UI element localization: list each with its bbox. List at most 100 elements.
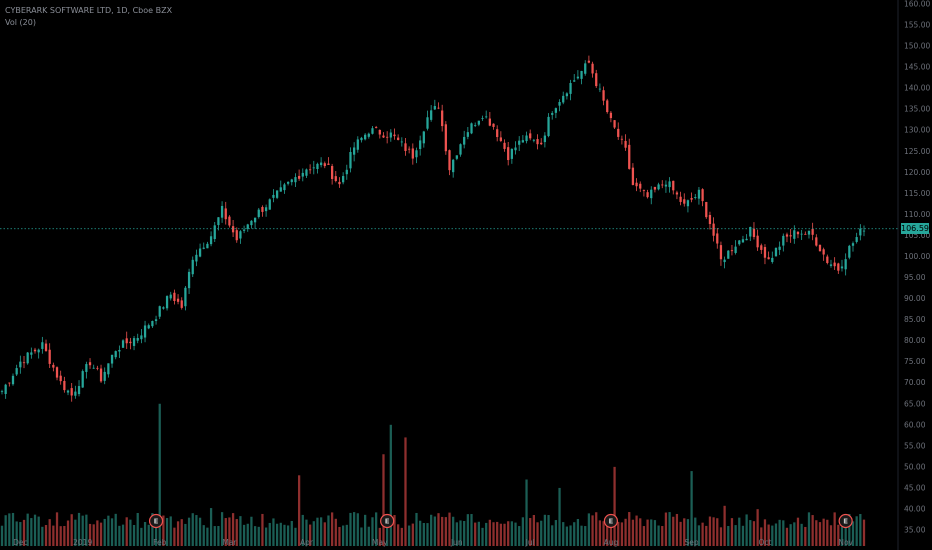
volume-bar bbox=[774, 523, 778, 546]
earnings-marker[interactable]: E bbox=[838, 513, 853, 529]
candle-body bbox=[59, 375, 62, 382]
y-tick-label: 45.00 bbox=[904, 483, 926, 492]
volume-bar bbox=[353, 512, 356, 546]
candle-body bbox=[705, 202, 708, 218]
volume-bar bbox=[474, 522, 477, 546]
volume-bar bbox=[386, 524, 389, 546]
volume-bar bbox=[272, 518, 275, 546]
candle bbox=[312, 160, 315, 175]
candle-body bbox=[136, 338, 139, 341]
candle-body bbox=[738, 240, 741, 245]
volume-bar bbox=[125, 517, 128, 546]
volume-bar bbox=[63, 525, 66, 546]
earnings-marker[interactable]: E bbox=[603, 513, 619, 529]
volume-bar bbox=[209, 508, 213, 546]
candle bbox=[294, 173, 297, 187]
volume-bar bbox=[415, 512, 418, 546]
candle bbox=[463, 130, 466, 149]
candle-body bbox=[562, 95, 565, 103]
candle bbox=[580, 70, 583, 85]
candle bbox=[353, 142, 356, 162]
candle bbox=[30, 347, 33, 359]
candle-body bbox=[118, 350, 121, 352]
volume-bar bbox=[264, 527, 268, 546]
candle bbox=[316, 162, 319, 174]
volume-bar bbox=[723, 505, 726, 546]
volume-bar bbox=[261, 513, 264, 546]
earnings-marker[interactable]: E bbox=[148, 513, 164, 529]
candle bbox=[540, 138, 543, 146]
volume-bar bbox=[642, 526, 646, 546]
volume-bar bbox=[206, 527, 209, 546]
volume-bar bbox=[408, 525, 411, 546]
candle bbox=[532, 138, 536, 143]
candle bbox=[602, 86, 605, 106]
candle bbox=[305, 168, 308, 178]
earnings-marker[interactable]: E bbox=[380, 513, 395, 529]
candle bbox=[650, 186, 653, 205]
candle bbox=[800, 230, 803, 240]
candle bbox=[547, 113, 550, 138]
volume-bar bbox=[96, 520, 99, 546]
candle bbox=[760, 243, 763, 254]
candle-body bbox=[719, 245, 723, 260]
candle-body bbox=[30, 352, 33, 355]
volume-bar bbox=[99, 522, 103, 546]
candle-body bbox=[848, 245, 851, 258]
y-tick-label: 55.00 bbox=[904, 441, 926, 450]
volume-bar bbox=[341, 525, 345, 546]
candle-body bbox=[620, 138, 624, 140]
y-tick-label: 140.00 bbox=[904, 84, 930, 93]
price-axis[interactable]: 35.00 40.00 45.00 50.00 55.00 60.00 65.00 70.00… bbox=[904, 0, 930, 535]
y-tick-label: 80.00 bbox=[904, 336, 926, 345]
candle-body bbox=[485, 116, 488, 118]
volume-bar bbox=[554, 520, 558, 546]
candle bbox=[187, 268, 191, 294]
volume-bar bbox=[683, 518, 686, 546]
candle-body bbox=[114, 351, 117, 358]
volume-bar bbox=[275, 523, 279, 546]
candle-body bbox=[110, 354, 114, 364]
candle bbox=[180, 297, 183, 310]
volume-bar bbox=[811, 515, 814, 546]
candle bbox=[92, 364, 95, 369]
volume-bar bbox=[840, 526, 844, 546]
candle-body bbox=[430, 110, 433, 120]
candle-body bbox=[297, 175, 301, 179]
candle bbox=[19, 355, 22, 374]
candle bbox=[360, 136, 363, 143]
volume-bar bbox=[635, 515, 638, 546]
time-axis[interactable]: Dec 2019 Feb Mar Apr May Jun Jul Aug Sep Oct Nov bbox=[13, 538, 853, 547]
candle bbox=[63, 376, 66, 393]
candle-body bbox=[543, 135, 547, 143]
candle bbox=[213, 222, 216, 243]
candle bbox=[437, 102, 440, 110]
candle-body bbox=[408, 148, 411, 150]
candle bbox=[433, 99, 436, 111]
candle-body bbox=[0, 391, 4, 393]
volume-bar bbox=[294, 527, 297, 546]
candle bbox=[789, 229, 792, 243]
volume-indicator-label[interactable]: Vol (20) bbox=[5, 18, 36, 27]
volume-bar bbox=[389, 424, 392, 546]
candle-body bbox=[125, 338, 128, 344]
earnings-marker-label: E bbox=[385, 518, 390, 526]
volume-bar bbox=[833, 512, 836, 546]
volume-bar bbox=[536, 522, 539, 546]
candle bbox=[551, 111, 554, 120]
candle bbox=[151, 320, 154, 328]
candle-body bbox=[275, 190, 279, 198]
candle-body bbox=[48, 349, 51, 364]
candle-body bbox=[400, 141, 403, 143]
candle bbox=[8, 382, 11, 387]
candle bbox=[686, 199, 690, 213]
volume-bar bbox=[745, 514, 748, 546]
symbol-title[interactable]: CYBERARK SOFTWARE LTD, 1D, Cboe BZX bbox=[5, 6, 173, 15]
y-tick-label: 65.00 bbox=[904, 399, 926, 408]
candle-body bbox=[855, 237, 858, 242]
candle-body bbox=[642, 190, 646, 192]
y-tick-label: 135.00 bbox=[904, 105, 930, 114]
candle bbox=[165, 295, 169, 311]
candle-body bbox=[683, 199, 686, 204]
